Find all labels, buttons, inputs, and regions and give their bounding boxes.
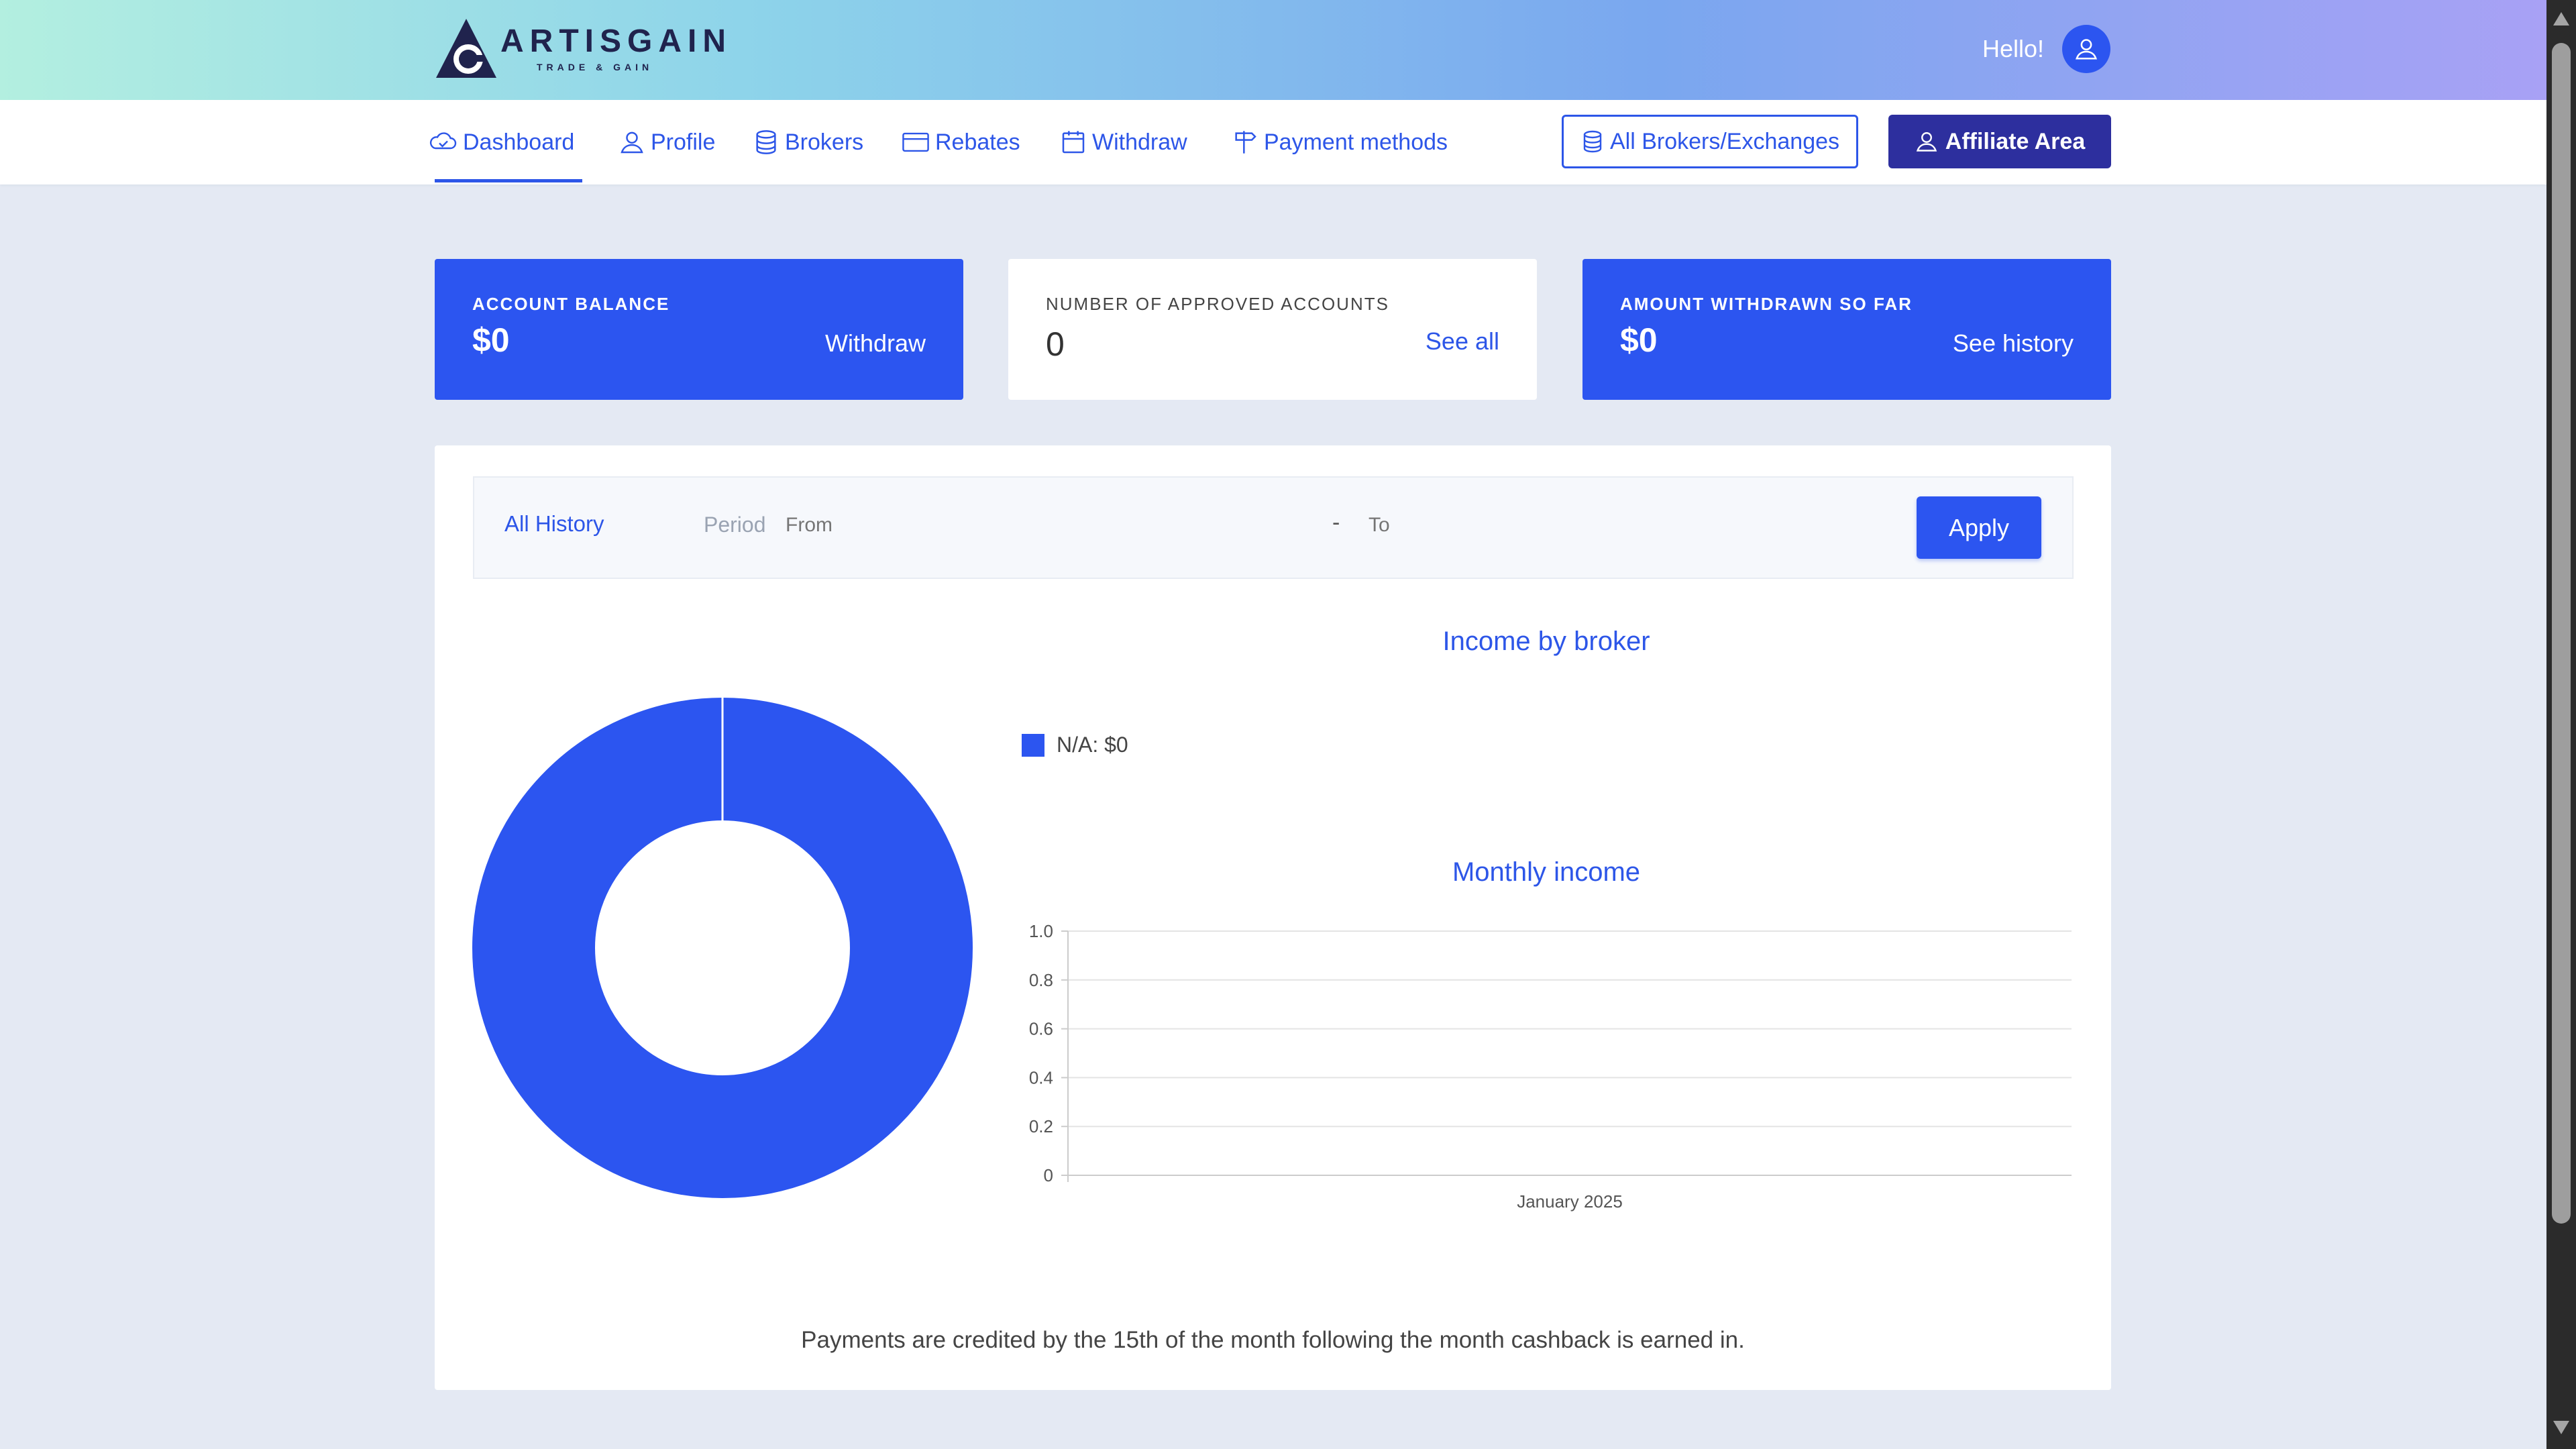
see-all-link[interactable]: See all bbox=[1425, 327, 1499, 355]
card-label: NUMBER OF APPROVED ACCOUNTS bbox=[1046, 294, 1389, 314]
period-to-input[interactable] bbox=[1368, 514, 1878, 537]
withdraw-link[interactable]: Withdraw bbox=[824, 329, 926, 357]
nav-dashboard[interactable]: Dashboard bbox=[429, 100, 574, 184]
active-tab-indicator bbox=[435, 179, 582, 182]
greeting: Hello! bbox=[1982, 35, 2045, 62]
nav-label: Withdraw bbox=[1092, 129, 1187, 155]
signpost-icon bbox=[1235, 131, 1256, 154]
user-icon bbox=[2075, 39, 2098, 60]
logo-mark-icon bbox=[436, 19, 496, 78]
nav-label: Payment methods bbox=[1264, 129, 1448, 155]
user-avatar[interactable] bbox=[2062, 25, 2110, 73]
scrollbar-thumb[interactable] bbox=[2552, 43, 2571, 1224]
affiliate-area-button[interactable]: Affiliate Area bbox=[1888, 115, 2111, 168]
approved-count: 0 bbox=[1046, 325, 1065, 363]
scroll-down-arrow-icon[interactable] bbox=[2553, 1421, 2569, 1434]
all-history-filter[interactable]: All History bbox=[504, 511, 604, 536]
y-tick-label: 0.4 bbox=[1029, 1067, 1053, 1087]
database-icon bbox=[756, 130, 776, 154]
account-balance-card: ACCOUNT BALANCE $0 Withdraw bbox=[435, 259, 963, 400]
y-tick-label: 1.0 bbox=[1029, 921, 1053, 941]
nav-payment-methods[interactable]: Payment methods bbox=[1232, 100, 1448, 184]
period-from-input[interactable] bbox=[786, 514, 1295, 537]
see-history-link[interactable]: See history bbox=[1952, 329, 2074, 357]
period-separator: - bbox=[1332, 510, 1340, 535]
top-header: ARTISGAIN TRADE & GAIN Hello! bbox=[0, 0, 2546, 100]
approved-accounts-card: NUMBER OF APPROVED ACCOUNTS 0 See all bbox=[1008, 259, 1537, 400]
y-tick-label: 0.6 bbox=[1029, 1019, 1053, 1039]
monthly-income-title: Monthly income bbox=[1452, 857, 1641, 887]
nav-label: Profile bbox=[651, 129, 716, 155]
cloud-icon bbox=[429, 132, 457, 150]
legend-swatch bbox=[1022, 733, 1044, 757]
user-icon bbox=[621, 131, 643, 154]
apply-button[interactable]: Apply bbox=[1917, 496, 2041, 559]
period-label: Period bbox=[704, 513, 766, 537]
legend-label: N/A: $0 bbox=[1057, 733, 1128, 757]
payments-footnote: Payments are credited by the 15th of the… bbox=[801, 1327, 1745, 1353]
user-icon bbox=[1916, 132, 1937, 152]
brand-tagline: TRADE & GAIN bbox=[537, 62, 653, 72]
broker-legend[interactable]: N/A: $0 bbox=[1022, 733, 1128, 757]
amount-withdrawn-card: AMOUNT WITHDRAWN SO FAR $0 See history bbox=[1582, 259, 2111, 400]
nav-withdraw[interactable]: Withdraw bbox=[1060, 100, 1187, 184]
brand-name: ARTISGAIN bbox=[500, 23, 732, 59]
nav-profile[interactable]: Profile bbox=[619, 100, 715, 184]
brand-logo[interactable]: ARTISGAIN TRADE & GAIN bbox=[435, 17, 726, 79]
scroll-up-arrow-icon[interactable] bbox=[2553, 12, 2569, 25]
monthly-income-chart: 0 0.2 0.4 0.6 0.8 1.0 January 2025 bbox=[1029, 921, 2072, 1212]
all-brokers-button[interactable]: All Brokers/Exchanges bbox=[1562, 115, 1858, 168]
nav-label: Brokers bbox=[785, 129, 864, 155]
main-nav: Dashboard Profile Brokers Rebates Withdr… bbox=[0, 100, 2546, 184]
x-tick-label: January 2025 bbox=[1517, 1191, 1623, 1212]
card-label: AMOUNT WITHDRAWN SO FAR bbox=[1620, 294, 1913, 314]
y-tick-label: 0 bbox=[1044, 1165, 1053, 1185]
withdrawn-value: $0 bbox=[1620, 321, 1658, 359]
balance-value: $0 bbox=[472, 321, 510, 359]
all-brokers-label: All Brokers/Exchanges bbox=[1609, 128, 1840, 154]
y-tick-label: 0.8 bbox=[1029, 970, 1053, 990]
database-icon bbox=[1583, 130, 1602, 153]
affiliate-label: Affiliate Area bbox=[1945, 128, 2086, 154]
history-panel bbox=[435, 445, 2111, 1390]
nav-rebates[interactable]: Rebates bbox=[902, 100, 1020, 184]
card-label: ACCOUNT BALANCE bbox=[472, 294, 670, 314]
nav-brokers[interactable]: Brokers bbox=[753, 100, 863, 184]
income-by-broker-title: Income by broker bbox=[1442, 627, 1650, 656]
nav-label: Dashboard bbox=[463, 129, 575, 155]
scrollbar[interactable] bbox=[2546, 0, 2576, 1449]
nav-label: Rebates bbox=[935, 129, 1020, 155]
y-tick-label: 0.2 bbox=[1029, 1116, 1053, 1136]
income-by-broker-donut bbox=[472, 698, 973, 1198]
credit-card-icon bbox=[902, 132, 929, 152]
calendar-icon bbox=[1062, 131, 1085, 154]
